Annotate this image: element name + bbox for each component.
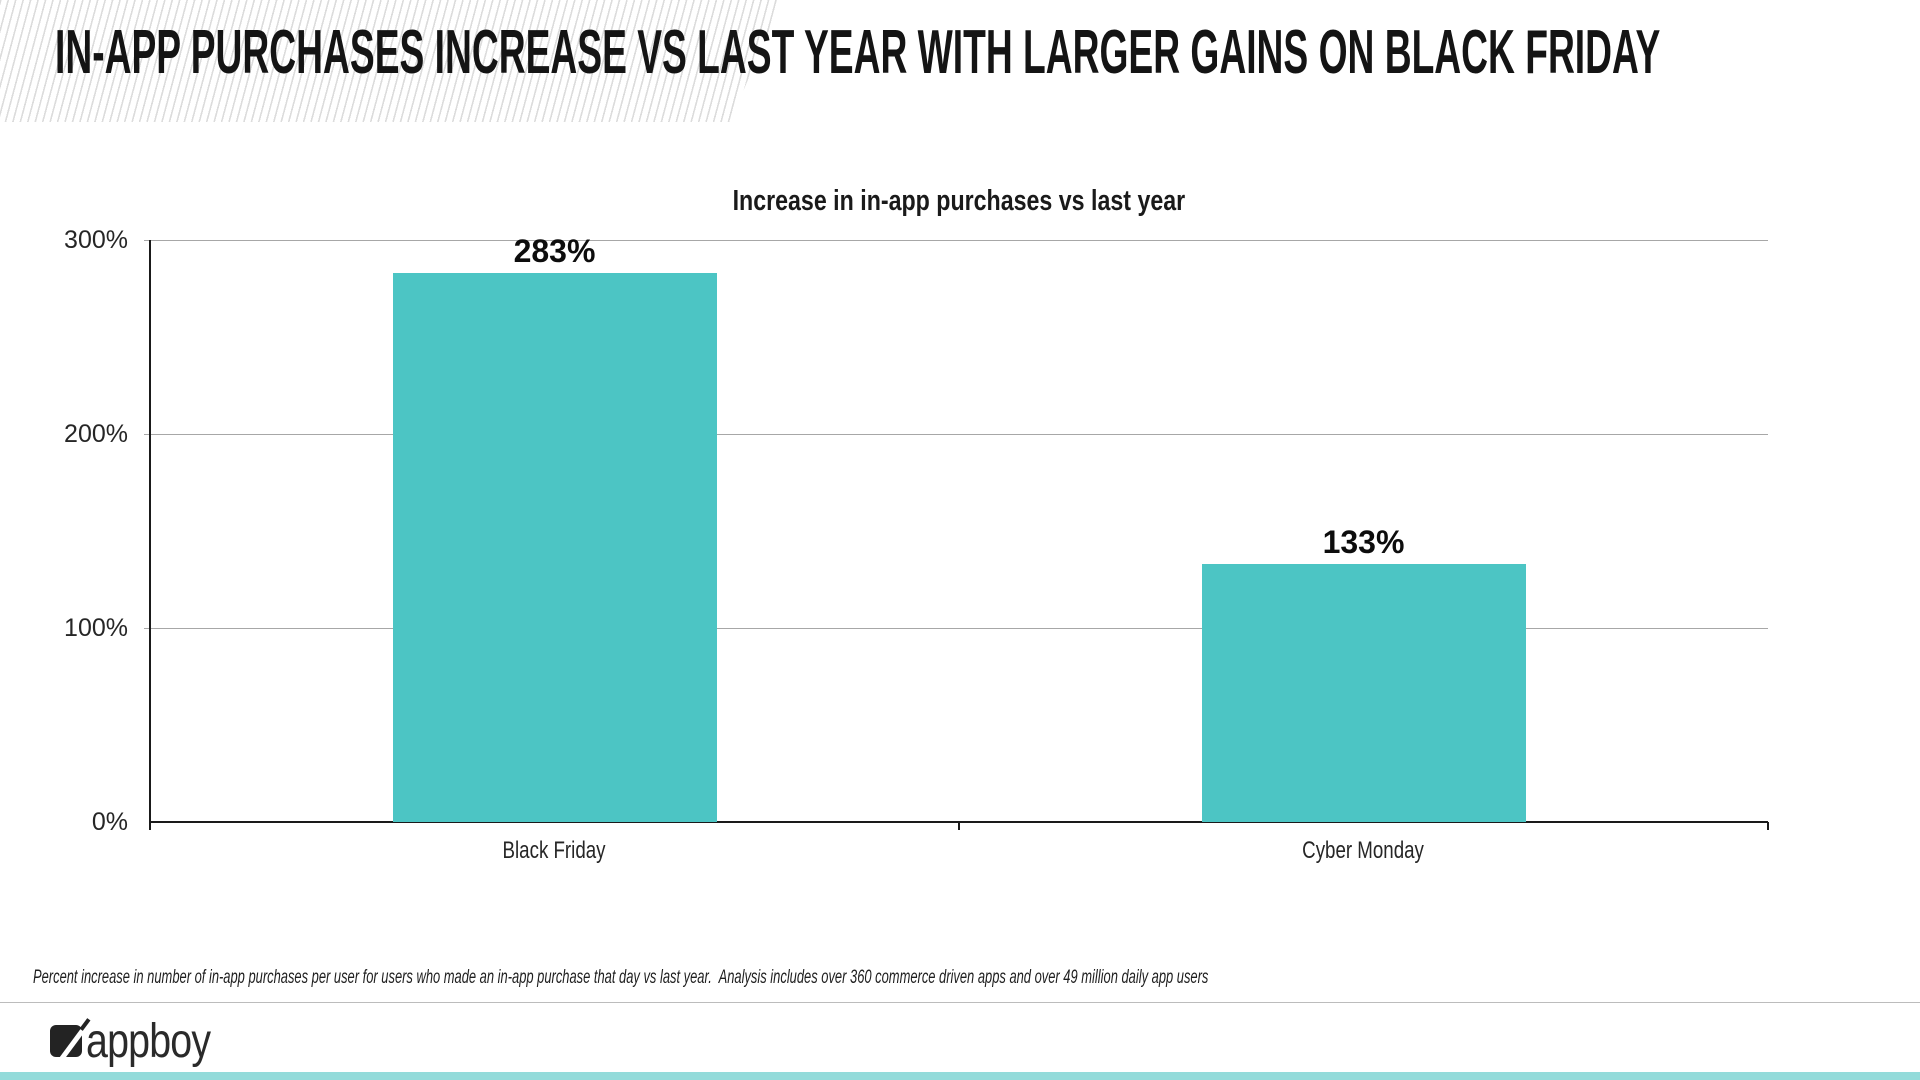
y-axis-tick [144,628,150,629]
appboy-logo-icon [50,1025,82,1057]
y-axis-tick [144,240,150,241]
gridline [150,628,1768,629]
bottom-accent-strip [0,1072,1920,1080]
footer-divider [0,1002,1920,1003]
chart-title-text: Increase in in-app purchases vs last yea… [732,185,1186,217]
bar-cyber-monday [1201,564,1526,822]
x-category-label-text: Black Friday [502,837,606,864]
x-category-label: Cyber Monday [1164,836,1564,866]
y-axis-tick [144,434,150,435]
y-axis-line [149,240,151,823]
logo-slash-icon [56,1025,82,1057]
footnote: Percent increase in number of in-app pur… [33,967,1209,988]
y-tick-label: 0% [91,808,128,836]
y-tick-label: 100% [64,614,128,642]
slide-title: IN-APP PURCHASES INCREASE VS LAST YEAR W… [55,18,1661,87]
bar-value-label: 283% [513,233,596,269]
gridline [150,434,1768,435]
gridline [150,240,1768,241]
y-tick-label: 200% [64,420,128,448]
title-hatch-banner [0,0,782,122]
chart-title: Increase in in-app purchases vs last yea… [150,184,1768,218]
bar-black-friday [392,273,717,822]
x-axis-tick [149,822,151,830]
x-axis-tick [958,822,960,830]
x-category-label-text: Cyber Monday [1302,837,1425,864]
x-axis-tick [1767,822,1769,830]
y-tick-label: 300% [64,226,128,254]
x-category-label: Black Friday [355,836,755,866]
bar-value-label: 133% [1322,524,1405,560]
appboy-logo-text: appboy [86,1015,211,1068]
